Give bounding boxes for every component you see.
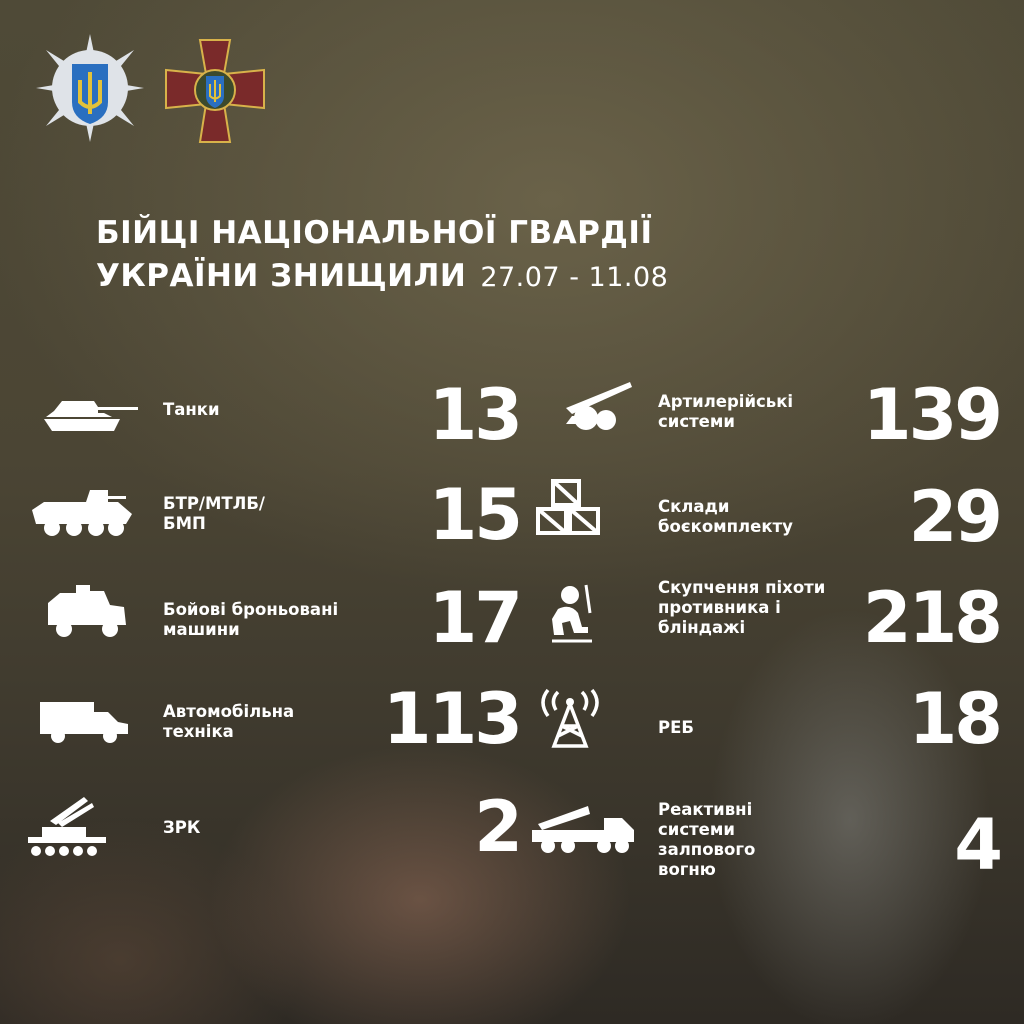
label-tanks: Танки (163, 400, 220, 419)
value-mlrs: 4 (954, 804, 1003, 886)
ammo-crates-icon (536, 479, 600, 535)
infantry-icon (552, 584, 592, 643)
label-mlrs: Реактивні системи залпового вогню (658, 800, 756, 879)
label-infantry: Скупчення піхоти противника і бліндажі (658, 578, 826, 637)
label-apc: БТР/МТЛБ/ БМП (163, 494, 265, 533)
apc-icon (32, 490, 132, 536)
value-ammo-depots: 29 (908, 476, 1003, 558)
air-defense-icon (28, 797, 106, 856)
value-vehicles: 113 (382, 678, 523, 760)
title-line-2: УКРАЇНИ ЗНИЩИЛИ (96, 258, 467, 294)
label-ew: РЕБ (658, 718, 694, 737)
radio-tower-icon (541, 688, 599, 748)
truck-icon (40, 702, 128, 743)
value-infantry: 218 (862, 577, 1003, 659)
label-ammo-depots: Склади боєкомплекту (658, 497, 793, 536)
mvs-emblem-logo (36, 34, 144, 142)
title-line-1: БІЙЦІ НАЦІОНАЛЬНОЇ ГВАРДІЇ (96, 215, 653, 251)
value-ew: 18 (908, 678, 1003, 760)
date-range: 27.07 - 11.08 (480, 262, 669, 293)
value-apc: 15 (428, 474, 523, 556)
mlrs-icon (532, 806, 634, 853)
label-artillery: Артилерійські системи (658, 392, 794, 431)
armored-vehicle-icon (48, 585, 126, 637)
label-sam: ЗРК (163, 818, 201, 837)
value-sam: 2 (474, 786, 523, 868)
value-armored-vehicles: 17 (428, 577, 523, 659)
national-guard-emblem-logo (165, 39, 265, 143)
artillery-icon (528, 382, 632, 430)
value-artillery: 139 (862, 374, 1003, 456)
tank-icon (44, 401, 138, 431)
label-armored-vehicles: Бойові броньовані машини (163, 600, 339, 639)
value-tanks: 13 (428, 374, 523, 456)
label-vehicles: Автомобільна техніка (163, 702, 295, 741)
page-title: БІЙЦІ НАЦІОНАЛЬНОЇ ГВАРДІЇ УКРАЇНИ ЗНИЩИ… (96, 212, 668, 299)
